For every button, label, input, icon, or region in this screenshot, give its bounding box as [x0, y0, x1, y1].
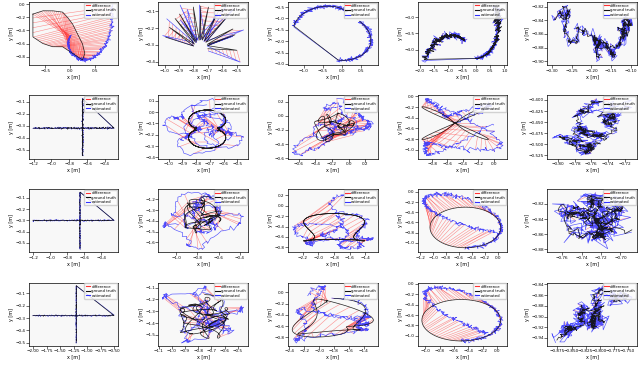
X-axis label: x [m]: x [m] — [456, 355, 469, 360]
Legend: difference, ground truth, estimated: difference, ground truth, estimated — [603, 283, 636, 299]
Legend: difference, ground truth, estimated: difference, ground truth, estimated — [214, 283, 247, 299]
Legend: difference, ground truth, estimated: difference, ground truth, estimated — [214, 96, 247, 112]
Legend: difference, ground truth, estimated: difference, ground truth, estimated — [474, 190, 506, 205]
Y-axis label: y [m]: y [m] — [268, 121, 273, 134]
X-axis label: x [m]: x [m] — [67, 168, 80, 172]
Legend: difference, ground truth, estimated: difference, ground truth, estimated — [603, 190, 636, 205]
X-axis label: x [m]: x [m] — [456, 168, 469, 172]
Y-axis label: y [m]: y [m] — [139, 308, 144, 321]
X-axis label: x [m]: x [m] — [196, 355, 210, 360]
Legend: difference, ground truth, estimated: difference, ground truth, estimated — [84, 3, 117, 18]
Y-axis label: y [m]: y [m] — [9, 214, 14, 227]
X-axis label: x [m]: x [m] — [196, 74, 210, 79]
Y-axis label: y [m]: y [m] — [139, 27, 143, 40]
X-axis label: x [m]: x [m] — [456, 261, 469, 266]
X-axis label: x [m]: x [m] — [586, 74, 598, 79]
Legend: difference, ground truth, estimated: difference, ground truth, estimated — [344, 283, 377, 299]
Y-axis label: y [m]: y [m] — [268, 214, 273, 227]
X-axis label: x [m]: x [m] — [586, 168, 598, 172]
Y-axis label: y [m]: y [m] — [525, 27, 530, 40]
Legend: difference, ground truth, estimated: difference, ground truth, estimated — [474, 96, 506, 112]
X-axis label: x [m]: x [m] — [196, 168, 210, 172]
Y-axis label: y [m]: y [m] — [525, 308, 530, 321]
Legend: difference, ground truth, estimated: difference, ground truth, estimated — [603, 96, 636, 112]
X-axis label: x [m]: x [m] — [67, 261, 80, 266]
Legend: difference, ground truth, estimated: difference, ground truth, estimated — [84, 96, 117, 112]
X-axis label: x [m]: x [m] — [456, 74, 469, 79]
Y-axis label: y [m]: y [m] — [268, 308, 273, 321]
Y-axis label: y [m]: y [m] — [398, 308, 403, 321]
Legend: difference, ground truth, estimated: difference, ground truth, estimated — [344, 190, 377, 205]
X-axis label: x [m]: x [m] — [67, 355, 80, 360]
Y-axis label: y [m]: y [m] — [139, 214, 144, 227]
X-axis label: x [m]: x [m] — [326, 355, 339, 360]
Y-axis label: y [m]: y [m] — [398, 27, 403, 40]
Y-axis label: y [m]: y [m] — [9, 27, 14, 40]
Legend: difference, ground truth, estimated: difference, ground truth, estimated — [603, 3, 636, 18]
Legend: difference, ground truth, estimated: difference, ground truth, estimated — [84, 190, 117, 205]
X-axis label: x [m]: x [m] — [586, 355, 598, 360]
Y-axis label: y [m]: y [m] — [398, 121, 403, 134]
Legend: difference, ground truth, estimated: difference, ground truth, estimated — [84, 283, 117, 299]
Legend: difference, ground truth, estimated: difference, ground truth, estimated — [214, 190, 247, 205]
Y-axis label: y [m]: y [m] — [522, 121, 527, 134]
Legend: difference, ground truth, estimated: difference, ground truth, estimated — [344, 96, 377, 112]
Y-axis label: y [m]: y [m] — [9, 121, 14, 134]
X-axis label: x [m]: x [m] — [586, 261, 598, 266]
Y-axis label: y [m]: y [m] — [525, 214, 530, 227]
Legend: difference, ground truth, estimated: difference, ground truth, estimated — [474, 283, 506, 299]
Legend: difference, ground truth, estimated: difference, ground truth, estimated — [344, 3, 377, 18]
X-axis label: x [m]: x [m] — [196, 261, 210, 266]
Y-axis label: y [m]: y [m] — [9, 308, 14, 321]
X-axis label: x [m]: x [m] — [67, 74, 80, 79]
X-axis label: x [m]: x [m] — [326, 74, 339, 79]
X-axis label: x [m]: x [m] — [326, 168, 339, 172]
Y-axis label: y [m]: y [m] — [398, 214, 403, 227]
Legend: difference, ground truth, estimated: difference, ground truth, estimated — [214, 3, 247, 18]
Y-axis label: y [m]: y [m] — [268, 27, 273, 40]
Y-axis label: y [m]: y [m] — [139, 121, 143, 134]
Legend: difference, ground truth, estimated: difference, ground truth, estimated — [474, 3, 506, 18]
X-axis label: x [m]: x [m] — [326, 261, 339, 266]
